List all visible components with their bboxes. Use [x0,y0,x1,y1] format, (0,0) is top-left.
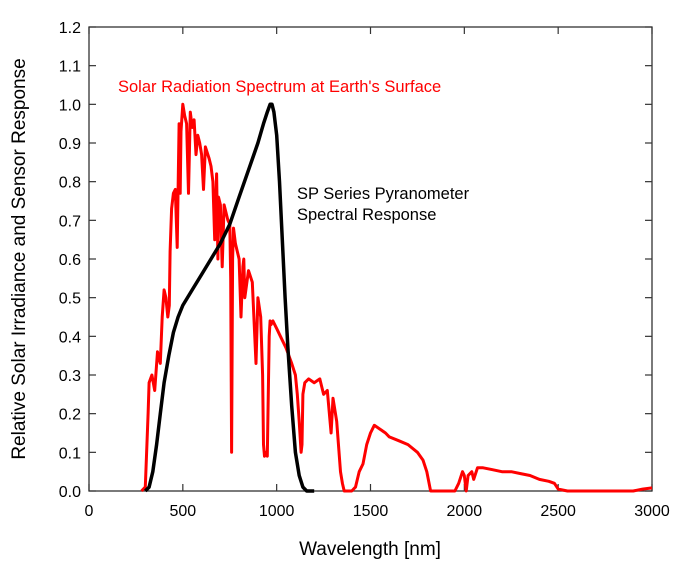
y-tick-label: 0.7 [59,213,81,230]
x-tick-label: 2000 [447,503,483,520]
y-tick-label: 0.8 [59,175,81,192]
pyranometer-annotation-line2: Spectral Response [297,206,436,224]
y-tick-label: 0.6 [59,252,81,269]
pyranometer-response-line [144,102,315,493]
y-tick-label: 1.0 [59,97,81,114]
y-tick-label: 0.2 [59,407,81,424]
plot-frame [88,26,653,492]
y-tick-label: 0.9 [59,136,81,153]
y-tick-label: 0.0 [59,484,81,501]
solar-spectrum-annotation: Solar Radiation Spectrum at Earth's Surf… [118,78,441,96]
x-axis-label: Wavelength [nm] [299,539,441,560]
x-tick-label: 0 [85,503,94,520]
x-tick-label: 1500 [353,503,389,520]
x-tick-label: 2500 [540,503,576,520]
y-tick-label: 0.1 [59,445,81,462]
y-tick-label: 0.4 [59,329,81,346]
x-tick-label: 500 [169,503,196,520]
pyranometer-annotation-line1: SP Series Pyranometer [297,185,470,203]
y-tick-label: 0.5 [59,291,81,308]
ticks: 0 500 1000 1500 2000 2500 3000 0.0 0.1 0.2 0.3 0.4 0… [59,20,670,520]
y-tick-label: 0.3 [59,368,81,385]
solar-spectrum-line [140,102,653,493]
y-tick-label: 1.2 [59,20,81,37]
x-tick-label: 3000 [634,503,670,520]
x-tick-label: 1000 [259,503,295,520]
y-tick-label: 1.1 [59,59,81,76]
y-axis-label: Relative Solar Irradiance and Sensor Res… [9,58,30,459]
series-group [140,102,653,493]
